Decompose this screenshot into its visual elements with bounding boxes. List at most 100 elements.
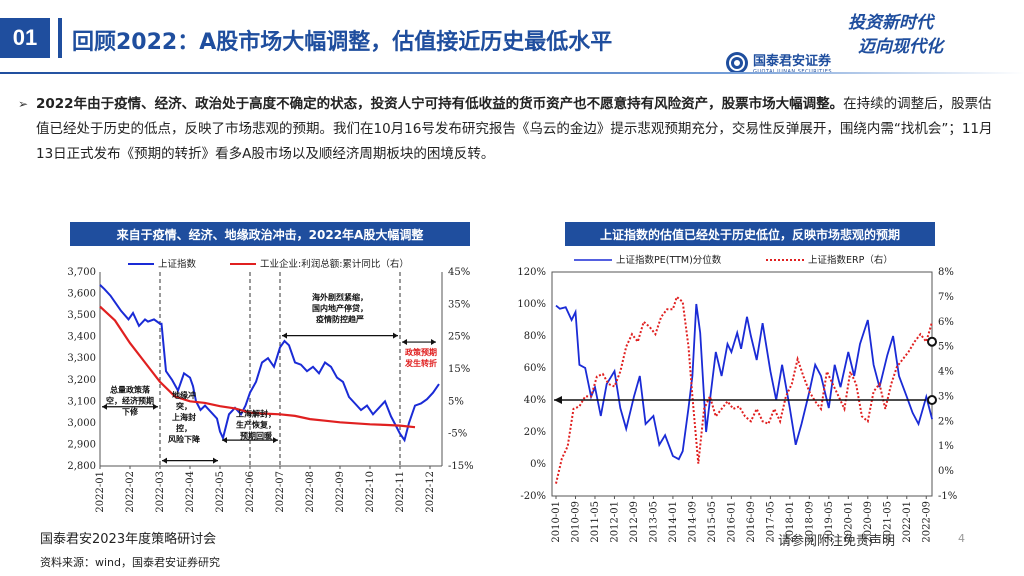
chart2-x-tick-label: 2016-09 [746,501,757,543]
chart1-annotation-text: 控， [176,423,192,433]
chart1-arrowhead-left-icon [282,332,287,339]
chart2-x-tick-label: 2015-05 [707,501,718,543]
chart1-annotation-text-red: 发生转折 [404,358,437,368]
chart2-legend-label: 上证指数PE(TTM)分位数 [616,254,722,266]
chart1-annotation-text: 预期回暖 [240,430,273,440]
chart2-x-tick-label: 2018-09 [804,501,815,543]
page-title: 回顾2022：A股市场大幅调整，估值接近历史最低水平 [72,30,613,55]
bullet-bold-text: 2022年由于疫情、经济、政治处于高度不确定的状态，投资人宁可持有低收益的货币资… [36,96,844,112]
chart2-svg: -20% 0% 20% 40% 60% 80% 100% 120% -1% 0% 1% 2% 3% 4% 5… [517,254,957,543]
chart1-annotation-text: 空，经济预期 [106,396,154,406]
chart2-y-right-tick: 6% [938,317,954,328]
chart2-x-tick-label: 2016-01 [726,501,737,543]
chart1-legend-label: 上证指数 [158,258,197,270]
chart1-x-tick-label: 2022-03 [155,471,166,513]
chart1-y-left-tick: 3,400 [67,332,96,343]
footer-source: 资料来源：wind，国泰君安证券研究 [40,556,221,569]
chart2-y-right-tick: -1% [938,491,957,502]
chart1-arrowhead-left-icon [162,457,167,464]
chart1-y-left-tick: 2,800 [67,461,96,472]
chart2-x-tick-label: 2017-05 [765,501,776,543]
chart2-x-tick-label: 2013-05 [648,501,659,543]
chart1-x-tick-label: 2022-08 [305,471,316,513]
chart1-annotation-text-red: 政策预期 [405,347,437,357]
chart2-x-tick-label: 2010-01 [551,501,562,543]
logo-cn-text: 国泰君安证券 [753,54,832,69]
chart2-x-tick-label: 2014-01 [668,501,679,543]
page-number: 4 [958,532,965,545]
chart1-x-tick-label: 2022-06 [245,471,256,513]
chart1-y-left-tick: 3,700 [67,267,96,278]
slide-number: 01 [0,18,50,58]
footer-disclaimer[interactable]: 请参阅附注免责声明 [778,534,896,549]
chart1-x-tick-label: 2022-05 [215,471,226,513]
chart1-svg: 2,800 2,900 3,000 3,100 3,200 3,300 3,400 3,500… [67,258,474,513]
chart1-arrowhead-left-icon [402,339,407,346]
chart1-annotation-text: 上海解封， [236,408,276,418]
chart1-x-tick-label: 2022-07 [275,471,286,513]
chart1-annotation-text: 突， [176,401,192,411]
chart2-y-right-tick: 8% [938,267,954,278]
chart2-x-tick-label: 2022-09 [921,501,932,543]
chart1-y-left-tick: 3,500 [67,310,96,321]
chart1-y-right-tick: 25% [448,332,470,343]
chart1-x-tick-label: 2022-11 [395,471,406,513]
chart2-reference-arrow-icon [554,396,562,404]
chart1-x-tick-label: 2022-02 [125,471,136,513]
chart1-annotation-text: 上海封 [172,412,196,422]
chart1-y-right-tick: 35% [448,299,470,310]
chart2-x-tick-label: 2012-09 [629,501,640,543]
footer-event: 国泰君安2023年度策略研讨会 [40,532,217,547]
chart1-y-left-tick: 3,000 [67,418,96,429]
chart1-annotation-text: 地缘冲 [172,390,196,400]
chart1-x-tick-label: 2022-12 [425,471,436,513]
chart1-annotation-text: 总量政策落 [110,385,151,395]
chart1-series-line [99,305,416,429]
chart1-arrowhead-right-icon [273,437,278,444]
chart1-annotation-text: 疫情防控趋严 [316,314,364,324]
chart2-x-tick-label: 2012-01 [609,501,620,543]
chart1-series-line [99,284,440,443]
chart1-y-right-tick: 15% [448,364,470,375]
chart1-arrowhead-left-icon [102,403,107,410]
chart2-y-left-tick: 120% [517,267,546,278]
chart1-annotation-text: 风险下降 [168,434,201,444]
chart2-x-tick-label: 2019-05 [824,501,835,543]
chart1-arrowhead-right-icon [431,339,436,346]
chart2-x-tick-label: 2021-05 [882,501,893,543]
chart2-x-tick-label: 2014-09 [687,501,698,543]
chart2-y-right-tick: 4% [938,367,954,378]
logo-circle-icon [726,51,748,74]
chart1-y-right-tick: -15% [448,461,474,472]
chart1-x-tick-label: 2022-10 [365,471,376,513]
chart2-x-tick-label: 2020-09 [863,501,874,543]
chart2-y-right-tick: 3% [938,391,954,402]
chart2-y-right-tick: 1% [938,441,954,452]
chart1-y-left-tick: 3,200 [67,375,96,386]
slogan: 投资新时代 迈向现代化 [836,12,986,57]
chart2-y-left-tick: 80% [524,331,546,342]
chart1-arrowhead-right-icon [213,457,218,464]
chart1-arrowhead-right-icon [393,332,398,339]
chart2-y-left-tick: 0% [530,459,546,470]
slogan-line-2: 迈向现代化 [858,37,943,57]
chart1-annotation-text: 下修 [122,407,139,417]
chart2-y-right-tick: 5% [938,342,954,353]
chart1-y-right-tick: 5% [448,396,464,407]
chart1-y-left-tick: 3,100 [67,396,96,407]
chart1-x-tick-label: 2022-09 [335,471,346,513]
chart2-y-left-tick: 40% [524,395,546,406]
chart2-x-tick-label: 2011-05 [590,501,601,543]
chart1-annotation-text: 国内地产停贷， [312,303,368,313]
chart2-x-tick-label: 2020-01 [843,501,854,543]
chart2-legend-label: 上证指数ERP（右） [808,254,893,266]
chart2-x-tick-label: 2018-01 [785,501,796,543]
chart2-y-left-tick: -20% [520,491,546,502]
chart2-title: 上证指数的估值已经处于历史低位，反映市场悲观的预期 [565,222,935,246]
chart1-y-left-tick: 2,900 [67,439,96,450]
bullet-body-text: 在持续的调整后，股票估值已经处于历史的低点，反映了市场悲观的预期。我们在10月1… [36,96,993,162]
chart1-x-tick-label: 2022-01 [95,471,106,513]
chart2-y-right-tick: 7% [938,292,954,303]
chart1-y-right-tick: -5% [448,429,467,440]
bullet-arrow-icon: ➢ [18,97,29,111]
